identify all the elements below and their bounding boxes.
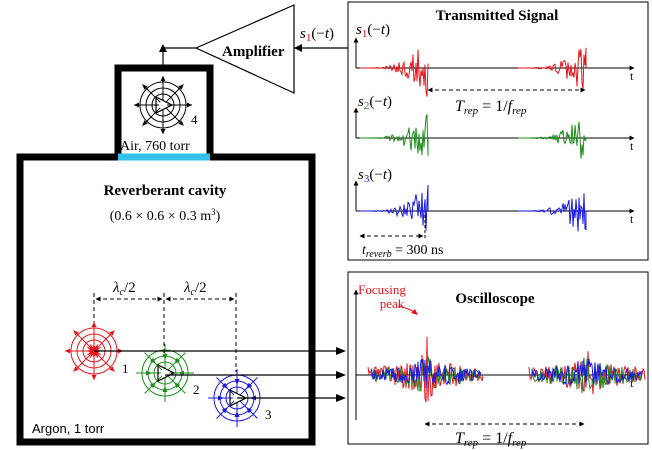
argon-label: Argon, 1 torr xyxy=(32,421,105,436)
s2-label: s2(−t) xyxy=(358,94,392,112)
antenna-2-label: 2 xyxy=(193,382,200,397)
air-label: Air, 760 torr xyxy=(120,139,190,154)
lambda-label-2: λc/2 xyxy=(183,280,207,298)
oscilloscope-panel: Oscilloscope Focusing peak t Trep = 1/fr… xyxy=(347,271,649,449)
t-label-2: t xyxy=(630,139,634,153)
transmitted-title: Transmitted Signal xyxy=(436,8,559,24)
cavity-wall xyxy=(16,64,316,446)
oscilloscope-title: Oscilloscope xyxy=(455,291,535,307)
antenna-4 xyxy=(134,76,192,134)
spacing-annotations xyxy=(93,293,237,372)
transmitted-panel: Transmitted Signal t t t s1(−t) s2(−t) s… xyxy=(347,1,649,261)
amplifier: Amplifier xyxy=(194,4,295,94)
s3-label: s3(−t) xyxy=(358,167,392,185)
amp-input-label: s1(−t) xyxy=(300,26,334,44)
s1-label: s1(−t) xyxy=(356,22,390,40)
t-label-3: t xyxy=(630,212,634,226)
amplifier-label: Amplifier xyxy=(222,44,285,60)
antenna-4-label: 4 xyxy=(191,112,198,127)
antenna-3-label: 3 xyxy=(265,407,272,422)
focusing-label: Focusing xyxy=(358,282,406,297)
antenna-to-scope-lines xyxy=(94,350,344,399)
cavity-title: Reverberant cavity xyxy=(104,183,227,199)
lambda-label-1: λc/2 xyxy=(112,280,136,298)
cavity xyxy=(16,64,316,446)
t-label-1: t xyxy=(630,69,634,83)
peak-label: peak xyxy=(380,296,405,311)
antenna-1-label: 1 xyxy=(122,361,129,376)
cavity-dimensions: (0.6 × 0.6 × 0.3 m3) xyxy=(110,207,221,224)
antenna-2 xyxy=(136,344,194,402)
